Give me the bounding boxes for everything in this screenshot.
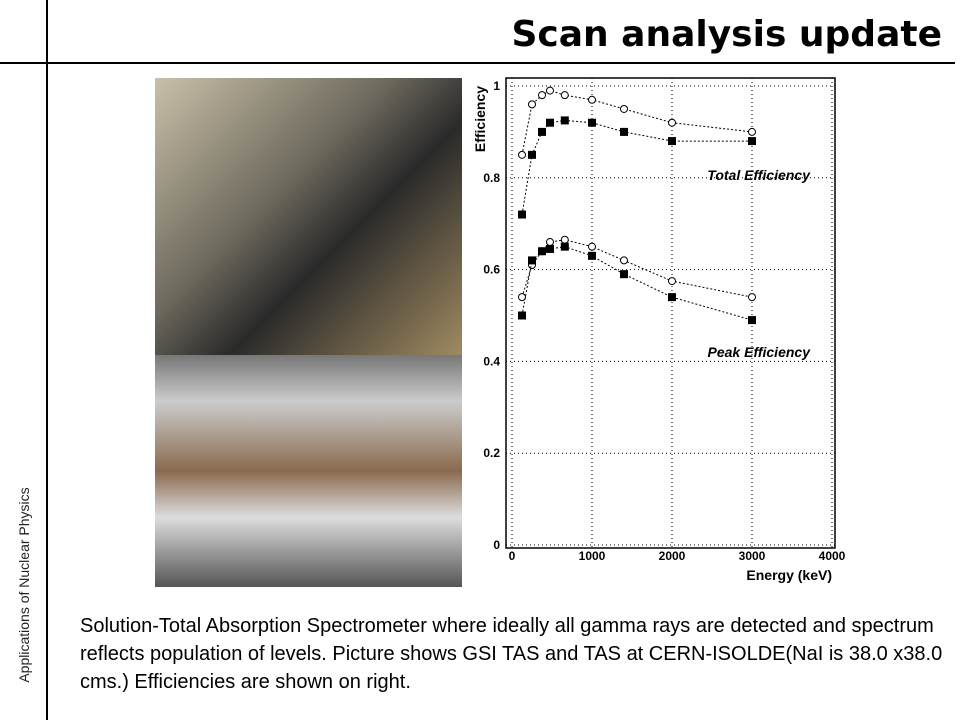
y-tick-label: 0 <box>493 538 500 552</box>
y-tick-label: 0.8 <box>483 171 500 185</box>
point <box>546 244 554 253</box>
caption: Solution-Total Absorption Spectrometer w… <box>80 615 943 693</box>
series-line <box>521 246 753 321</box>
photo-top <box>155 78 462 355</box>
point <box>588 95 596 104</box>
point <box>518 150 526 159</box>
point <box>588 242 596 251</box>
point <box>528 256 536 265</box>
sidebar-text: Applications of Nuclear Physics <box>16 487 32 683</box>
x-tick-label: 3000 <box>739 549 766 563</box>
point <box>620 127 628 136</box>
point <box>528 261 536 270</box>
point <box>748 293 756 302</box>
point <box>528 100 536 109</box>
point <box>546 118 554 127</box>
point <box>538 91 546 100</box>
y-axis-label: Efficiency <box>472 86 488 152</box>
point <box>588 251 596 260</box>
point <box>620 104 628 113</box>
point <box>538 247 546 256</box>
plot-frame <box>505 77 836 549</box>
point <box>560 242 569 251</box>
point <box>588 118 596 127</box>
point <box>748 127 756 136</box>
x-tick-label: 4000 <box>819 549 846 563</box>
series-line <box>521 119 752 215</box>
y-tick-label: 0.4 <box>483 354 500 368</box>
point <box>538 127 546 136</box>
point <box>620 256 628 265</box>
x-tick-label: 2000 <box>659 549 686 563</box>
point <box>518 293 526 302</box>
annotation: Total Efficiency <box>707 167 811 183</box>
series-line <box>521 90 753 155</box>
point <box>538 247 546 256</box>
point <box>668 118 676 127</box>
y-tick-label: 0.2 <box>483 446 500 460</box>
point <box>528 150 536 159</box>
point <box>560 116 569 125</box>
y-tick-label: 1 <box>493 79 500 93</box>
x-tick-label: 0 <box>509 549 516 563</box>
point <box>546 238 554 247</box>
point <box>668 137 676 146</box>
point <box>518 311 526 320</box>
point <box>668 293 676 302</box>
x-axis-label: Energy (keV) <box>746 567 832 583</box>
point <box>620 270 628 279</box>
y-tick-label: 0.6 <box>483 263 500 277</box>
slide-title: Scan analysis update <box>511 14 942 55</box>
point <box>518 210 526 219</box>
point <box>748 316 756 325</box>
horizontal-rule <box>0 62 955 64</box>
point <box>560 235 569 244</box>
point <box>546 86 554 95</box>
point <box>560 91 569 100</box>
vertical-rule <box>46 0 48 720</box>
annotation: Peak Efficiency <box>708 344 812 360</box>
x-tick-label: 1000 <box>579 549 606 563</box>
point <box>668 277 676 286</box>
photo-bottom <box>155 355 462 587</box>
series-line <box>521 239 753 298</box>
point <box>748 137 756 146</box>
